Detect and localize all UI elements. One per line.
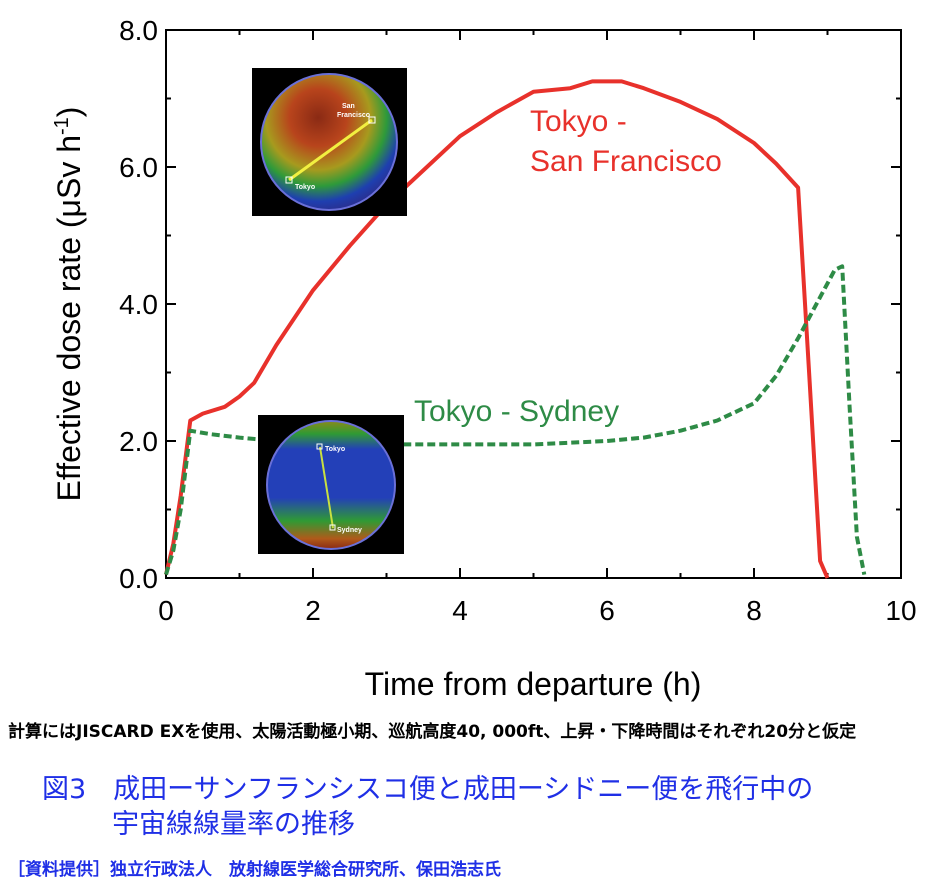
x-axis-title: Time from departure (h) — [365, 666, 702, 702]
y-tick-label: 2.0 — [119, 426, 158, 457]
figure-caption-line2: 宇宙線線量率の推移 — [112, 809, 355, 840]
y-axis-title-close: ) — [51, 107, 87, 118]
x-tick-label: 4 — [452, 595, 468, 626]
route-origin-marker — [285, 176, 293, 184]
x-tick-label: 2 — [305, 595, 321, 626]
route-line — [288, 118, 373, 182]
y-axis-title: Effective dose rate (μSv h-1) — [51, 107, 87, 502]
globe-label-francisco: Francisco — [337, 112, 370, 119]
series-line-tokyo-sydney — [164, 264, 867, 576]
globe-inset-san-francisco: San Francisco Tokyo — [252, 68, 407, 216]
y-axis-title-sup: -1 — [51, 117, 73, 135]
y-tick-label: 0.0 — [119, 563, 158, 594]
route-dest-marker — [368, 116, 376, 124]
y-axis-title-main: Effective dose rate (μSv h — [51, 135, 87, 501]
globe-sphere — [266, 420, 396, 550]
data-credit: ［資料提供］独立行政法人 放射線医学総合研究所、保田浩志氏 — [8, 860, 501, 880]
globe-label-tokyo: Tokyo — [295, 184, 315, 191]
globe-inset-sydney: Tokyo Sydney — [258, 415, 404, 554]
globe-sphere — [260, 73, 398, 211]
series-lines — [164, 79, 867, 579]
route-line — [319, 446, 334, 529]
axis-tick-labels: 0 2 4 6 8 10 0.0 2.0 4.0 6.0 8.0 — [119, 15, 917, 626]
figure-caption: 図3 成田ーサンフランシスコ便と成田ーシドニー便を飛行中の 宇宙線線量率の推移 — [42, 772, 932, 842]
globe-label-san: San — [342, 103, 355, 110]
globe-label-sydney: Sydney — [337, 527, 362, 534]
x-tick-label: 10 — [885, 595, 916, 626]
figure-caption-line1: 図3 成田ーサンフランシスコ便と成田ーシドニー便を飛行中の — [42, 774, 814, 805]
series-label-sf-line1: Tokyo - — [530, 105, 627, 138]
y-tick-label: 8.0 — [119, 15, 158, 46]
route-dest-marker — [329, 524, 336, 531]
x-tick-label: 6 — [599, 595, 615, 626]
y-tick-label: 6.0 — [119, 152, 158, 183]
x-tick-label: 0 — [158, 595, 174, 626]
x-tick-label: 8 — [746, 595, 762, 626]
calculation-note: 計算にはJISCARD EXを使用、太陽活動極小期、巡航高度40, 000ft、… — [8, 722, 857, 742]
series-line-tokyo-san-francisco — [164, 79, 830, 579]
series-label-sf-line2: San Francisco — [530, 145, 722, 178]
series-label-sydney: Tokyo - Sydney — [414, 395, 619, 428]
axis-ticks — [165, 29, 902, 579]
y-tick-label: 4.0 — [119, 289, 158, 320]
route-origin-marker — [316, 443, 323, 450]
globe-label-tokyo: Tokyo — [325, 446, 345, 453]
